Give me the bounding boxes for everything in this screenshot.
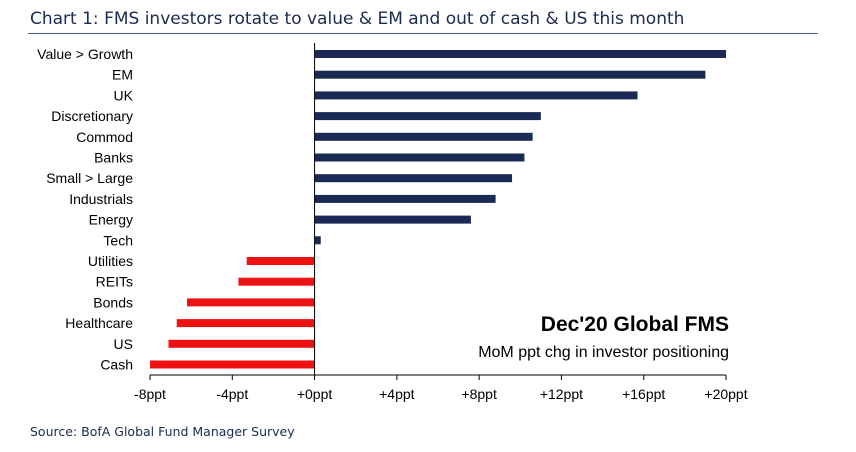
category-label: Healthcare xyxy=(65,315,133,331)
labels-layer: Value > Growth EM UK Discretionary Commod Ban… xyxy=(37,46,748,402)
category-label: US xyxy=(114,336,133,352)
bar-utilities xyxy=(246,257,315,265)
category-label: Utilities xyxy=(88,253,133,269)
category-label: Tech xyxy=(103,232,133,248)
category-label: Value > Growth xyxy=(37,46,133,62)
source-note: Source: BofA Global Fund Manager Survey xyxy=(30,424,295,439)
category-label: Banks xyxy=(94,150,133,166)
bar-energy xyxy=(314,215,471,224)
bar-banks xyxy=(314,153,525,162)
x-tick-label: +8ppt xyxy=(461,386,497,402)
x-tick-label: +4ppt xyxy=(379,386,415,402)
bar-healthcare xyxy=(176,319,315,328)
category-label: Bonds xyxy=(93,294,133,310)
bar-commod xyxy=(314,132,533,141)
annotation-subtitle: MoM ppt chg in investor positioning xyxy=(478,344,729,361)
bar-discretionary xyxy=(314,112,541,121)
bar-uk xyxy=(314,91,638,100)
category-label: Energy xyxy=(89,212,133,228)
bar-industrials xyxy=(314,194,496,203)
x-tick-label: +0ppt xyxy=(297,386,333,402)
x-tick-label: +16ppt xyxy=(622,386,665,402)
x-tick-label: -4ppt xyxy=(216,386,248,402)
bar-us xyxy=(168,339,315,348)
bar-value-growth xyxy=(314,50,726,58)
annotation-title: Dec'20 Global FMS xyxy=(541,313,729,336)
category-label: Cash xyxy=(100,357,133,373)
bar-bonds xyxy=(187,298,315,307)
bar-tech xyxy=(314,236,321,245)
chart-title: Chart 1: FMS investors rotate to value &… xyxy=(30,9,685,29)
bars-layer xyxy=(150,50,726,369)
bar-small-large xyxy=(314,174,513,183)
category-label: EM xyxy=(112,67,133,83)
axis-layer xyxy=(149,43,727,380)
category-label: Small > Large xyxy=(46,170,133,186)
bar-reits xyxy=(238,277,315,286)
category-label: Discretionary xyxy=(51,108,133,124)
x-tick-label: +12ppt xyxy=(540,386,583,402)
category-label: Industrials xyxy=(69,191,133,207)
category-label: Commod xyxy=(76,129,133,145)
bar-cash xyxy=(150,360,315,369)
category-label: UK xyxy=(114,87,134,103)
category-label: REITs xyxy=(96,274,133,290)
bar-em xyxy=(314,70,706,79)
title-divider xyxy=(28,33,818,34)
x-tick-label: +20ppt xyxy=(704,386,747,402)
x-tick-label: -8ppt xyxy=(134,386,166,402)
